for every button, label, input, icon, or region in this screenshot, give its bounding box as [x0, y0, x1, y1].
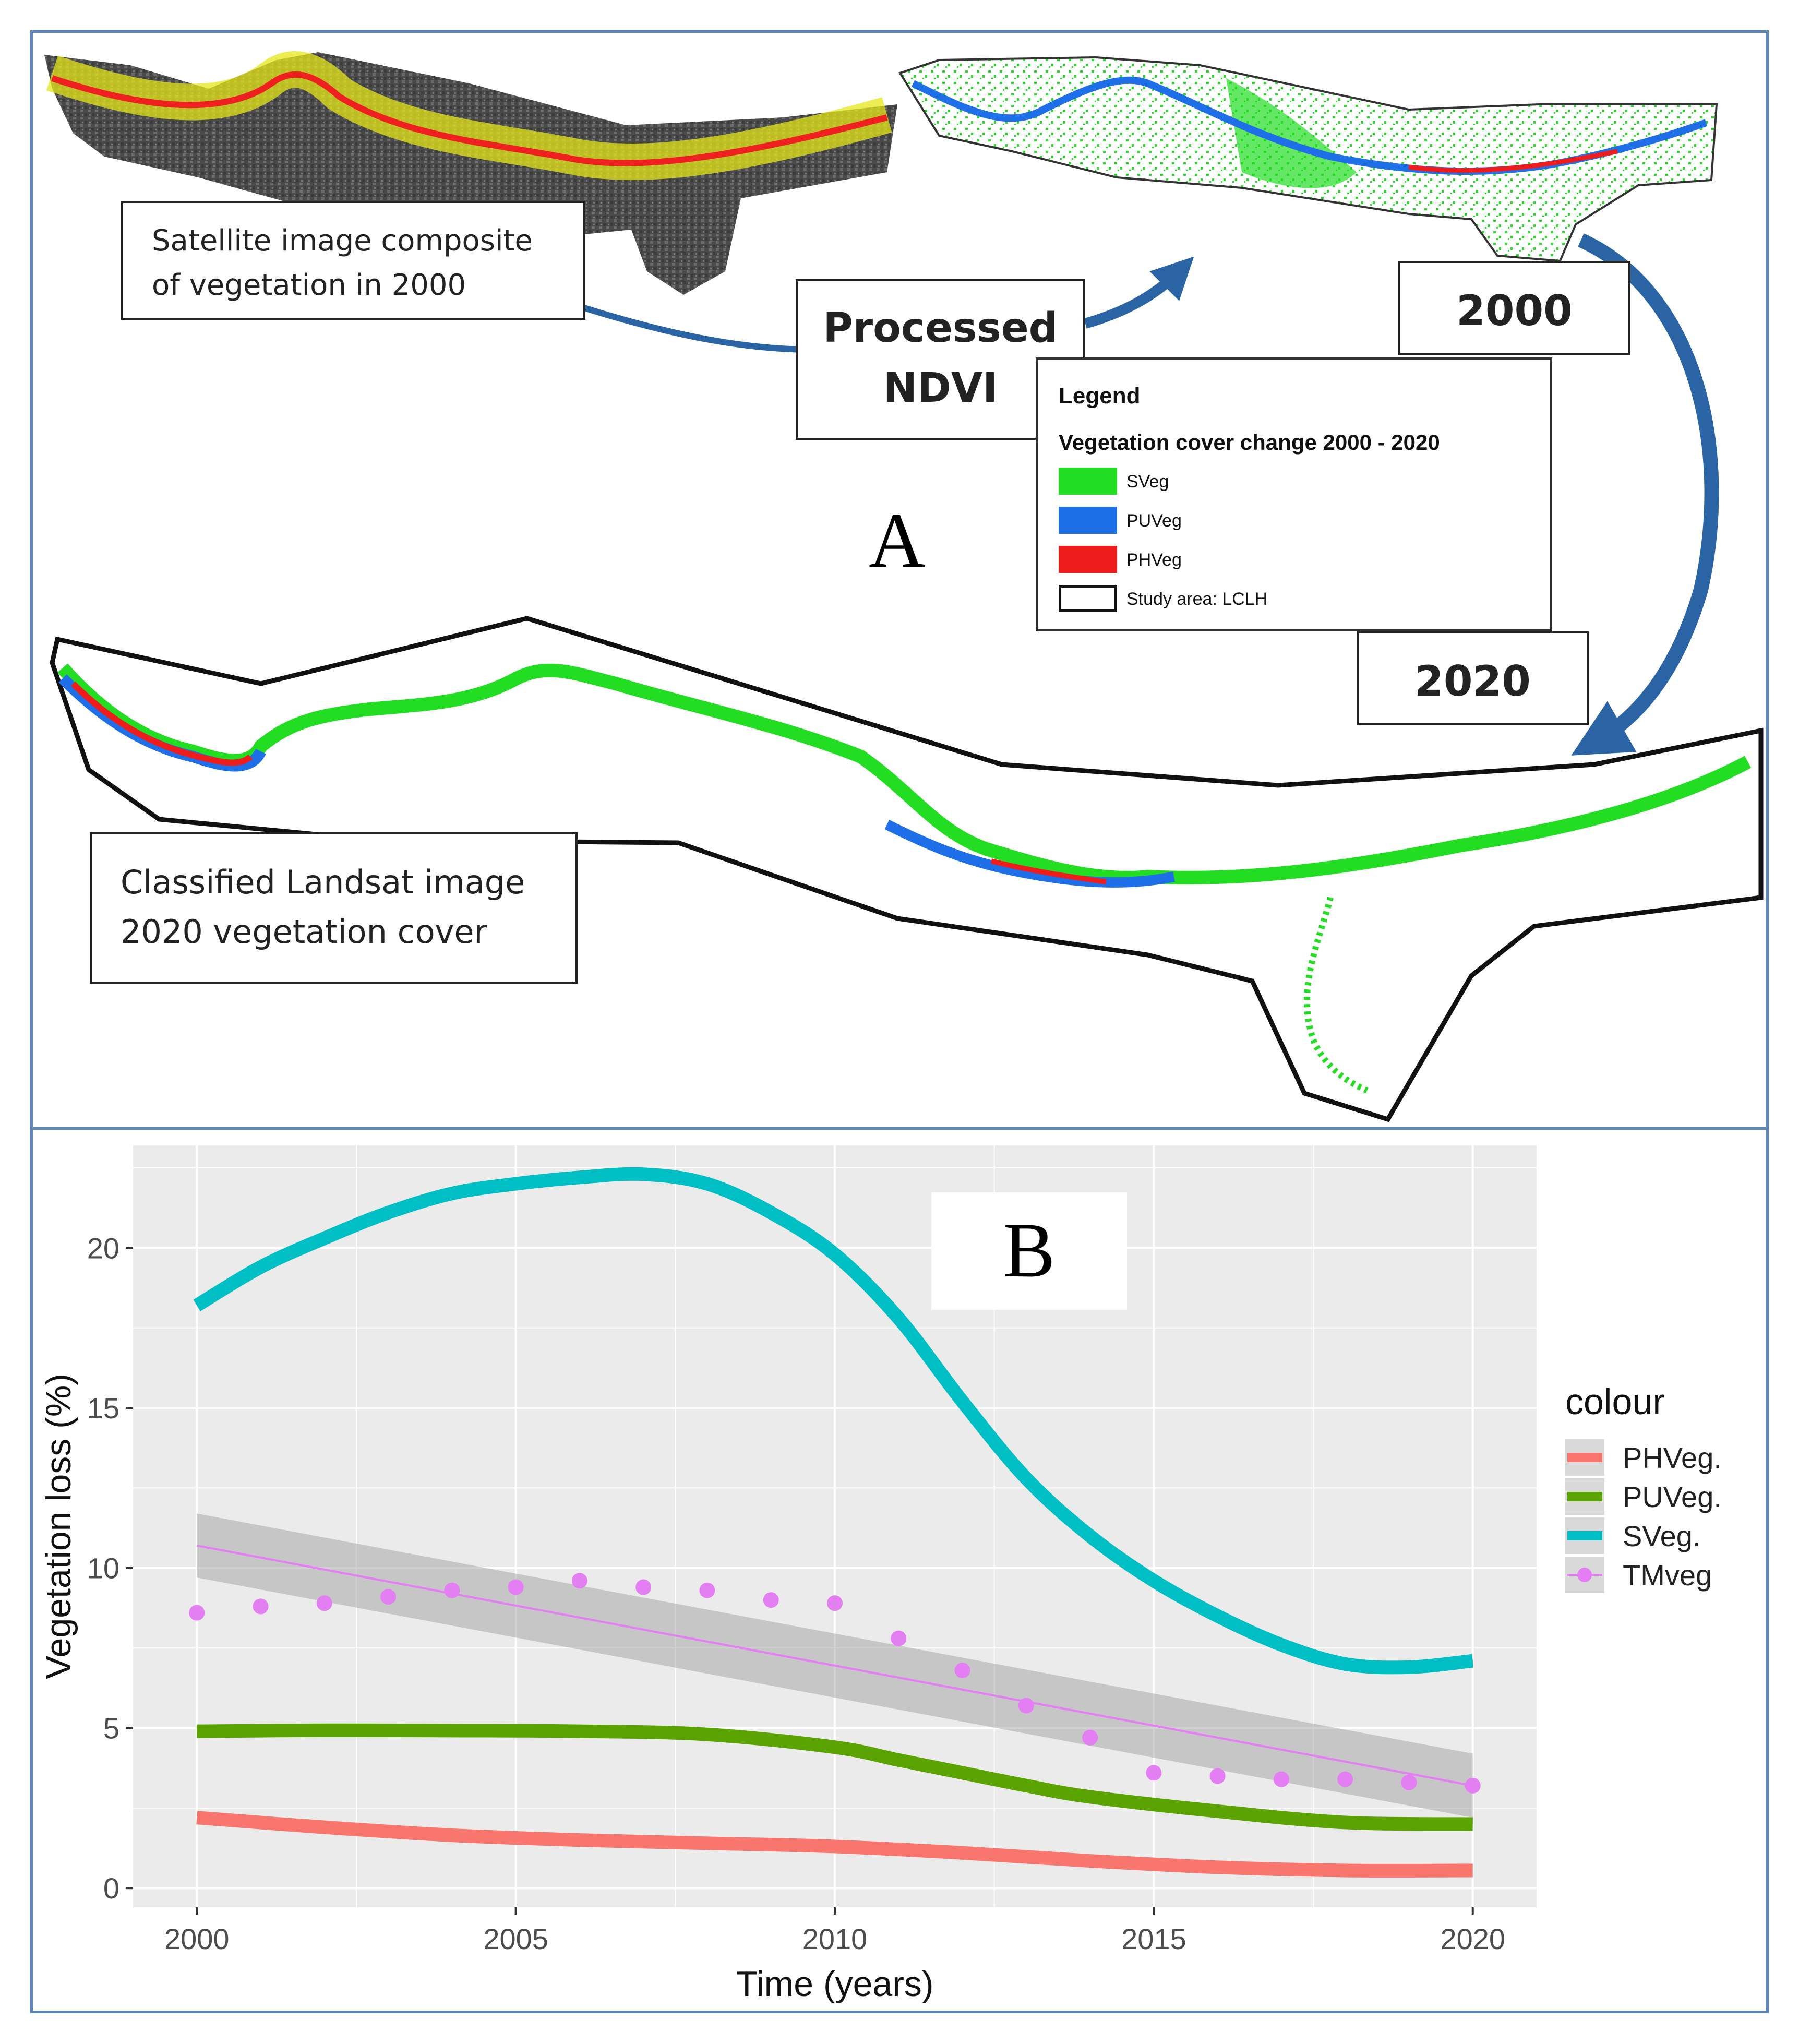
x-tick-label: 2020: [1440, 1922, 1505, 1955]
callout-year-2000: 2000: [1398, 261, 1630, 355]
series-point-tmveg: [1465, 1777, 1481, 1794]
series-point-tmveg: [189, 1605, 205, 1621]
series-point-tmveg: [1273, 1771, 1289, 1787]
callout-classified-line2: 2020 vegetation cover: [121, 913, 487, 951]
series-fit-tmveg: [196, 1544, 1473, 1787]
callout-composite: Satellite image composite of vegetation …: [121, 201, 585, 320]
x-tick-label: 2015: [1121, 1922, 1186, 1955]
series-point-tmveg: [1082, 1729, 1098, 1746]
y-tick-label: 20: [87, 1232, 119, 1264]
series-point-tmveg: [635, 1579, 652, 1595]
callout-classified: Classified Landsat image 2020 vegetation…: [90, 832, 578, 984]
series-line-sveg: [193, 1167, 1474, 1675]
legend-subtitle: Vegetation cover change 2000 - 2020: [1059, 430, 1440, 455]
x-tick-label: 2010: [802, 1922, 868, 1955]
chart-legend-key-point-tmveg: [1577, 1568, 1592, 1582]
panel-a-letter: A: [869, 497, 926, 584]
series-point-tmveg: [508, 1579, 524, 1595]
chart-legend-label-tmveg: TMveg: [1623, 1559, 1712, 1592]
callout-processed-line2: NDVI: [883, 365, 998, 412]
series-point-tmveg: [444, 1582, 460, 1598]
series-point-tmveg: [1337, 1771, 1353, 1787]
callout-year-2020: 2020: [1357, 631, 1589, 725]
series-point-tmveg: [763, 1592, 779, 1608]
series-point-tmveg: [827, 1595, 843, 1611]
series-point-tmveg: [891, 1630, 907, 1646]
series-line-puveg: [197, 1723, 1473, 1831]
chart-legend-label-sveg: SVeg.: [1623, 1520, 1700, 1552]
satellite-composite-map: [44, 51, 897, 295]
series-point-tmveg: [316, 1595, 332, 1611]
series-point-tmveg: [571, 1573, 587, 1589]
x-tick-label: 2005: [483, 1922, 548, 1955]
y-tick-label: 5: [103, 1712, 119, 1744]
legend-swatch-phveg: [1059, 546, 1117, 573]
arrow-2000-to-2020: [1571, 233, 1719, 756]
arrow-to-2000-map: [1084, 256, 1194, 329]
y-tick-label: 0: [103, 1872, 119, 1905]
callout-composite-line2: of vegetation in 2000: [152, 268, 466, 302]
series-line-phveg: [196, 1811, 1473, 1878]
y-tick-label: 10: [87, 1552, 119, 1585]
chart-legend-title: colour: [1565, 1381, 1665, 1422]
ndvi-2000-map: [898, 56, 1718, 262]
series-point-tmveg: [954, 1663, 970, 1679]
legend-swatch-study-area: [1059, 585, 1117, 612]
panel-divider: [30, 1127, 1769, 1130]
y-axis-title: Vegetation loss (%): [39, 1373, 78, 1679]
classified-2020-map: [50, 616, 1764, 1122]
series-point-tmveg: [1018, 1698, 1034, 1714]
panel-b-letter: B: [1003, 1207, 1056, 1294]
panel-b-letter-box: B: [931, 1192, 1127, 1310]
legend-label-phveg: PHVeg: [1126, 550, 1182, 570]
series-point-tmveg: [380, 1588, 397, 1605]
callout-year-2020-text: 2020: [1414, 657, 1531, 706]
y-tick-label: 15: [87, 1392, 119, 1425]
legend-label-sveg: SVeg: [1126, 472, 1169, 492]
series-point-tmveg: [699, 1582, 715, 1598]
legend-label-puveg: PUVeg: [1126, 511, 1182, 531]
chart-legend-label-puveg: PUVeg.: [1623, 1480, 1722, 1513]
figure-frame: [30, 30, 1769, 2013]
map-legend: Legend Vegetation cover change 2000 - 20…: [1036, 357, 1552, 631]
legend-swatch-sveg: [1059, 468, 1117, 495]
legend-swatch-puveg: [1059, 507, 1117, 534]
callout-processed-line1: Processed: [823, 305, 1058, 352]
series-point-tmveg: [253, 1598, 269, 1615]
arrow-to-processed: [583, 305, 814, 353]
series-point-tmveg: [1401, 1774, 1417, 1790]
chart-legend-label-phveg: PHVeg.: [1623, 1441, 1722, 1474]
series-point-tmveg: [1209, 1768, 1226, 1784]
series-point-tmveg: [1146, 1765, 1162, 1781]
x-tick-label: 2000: [164, 1922, 230, 1955]
callout-composite-line1: Satellite image composite: [152, 224, 533, 258]
panel-a-maps: [44, 51, 1764, 1122]
legend-label-study-area: Study area: LCLH: [1126, 589, 1268, 609]
x-axis-title: Time (years): [736, 1964, 933, 2004]
callout-classified-line1: Classified Landsat image: [121, 863, 525, 901]
legend-title: Legend: [1059, 383, 1141, 409]
callout-year-2000-text: 2000: [1456, 286, 1573, 335]
